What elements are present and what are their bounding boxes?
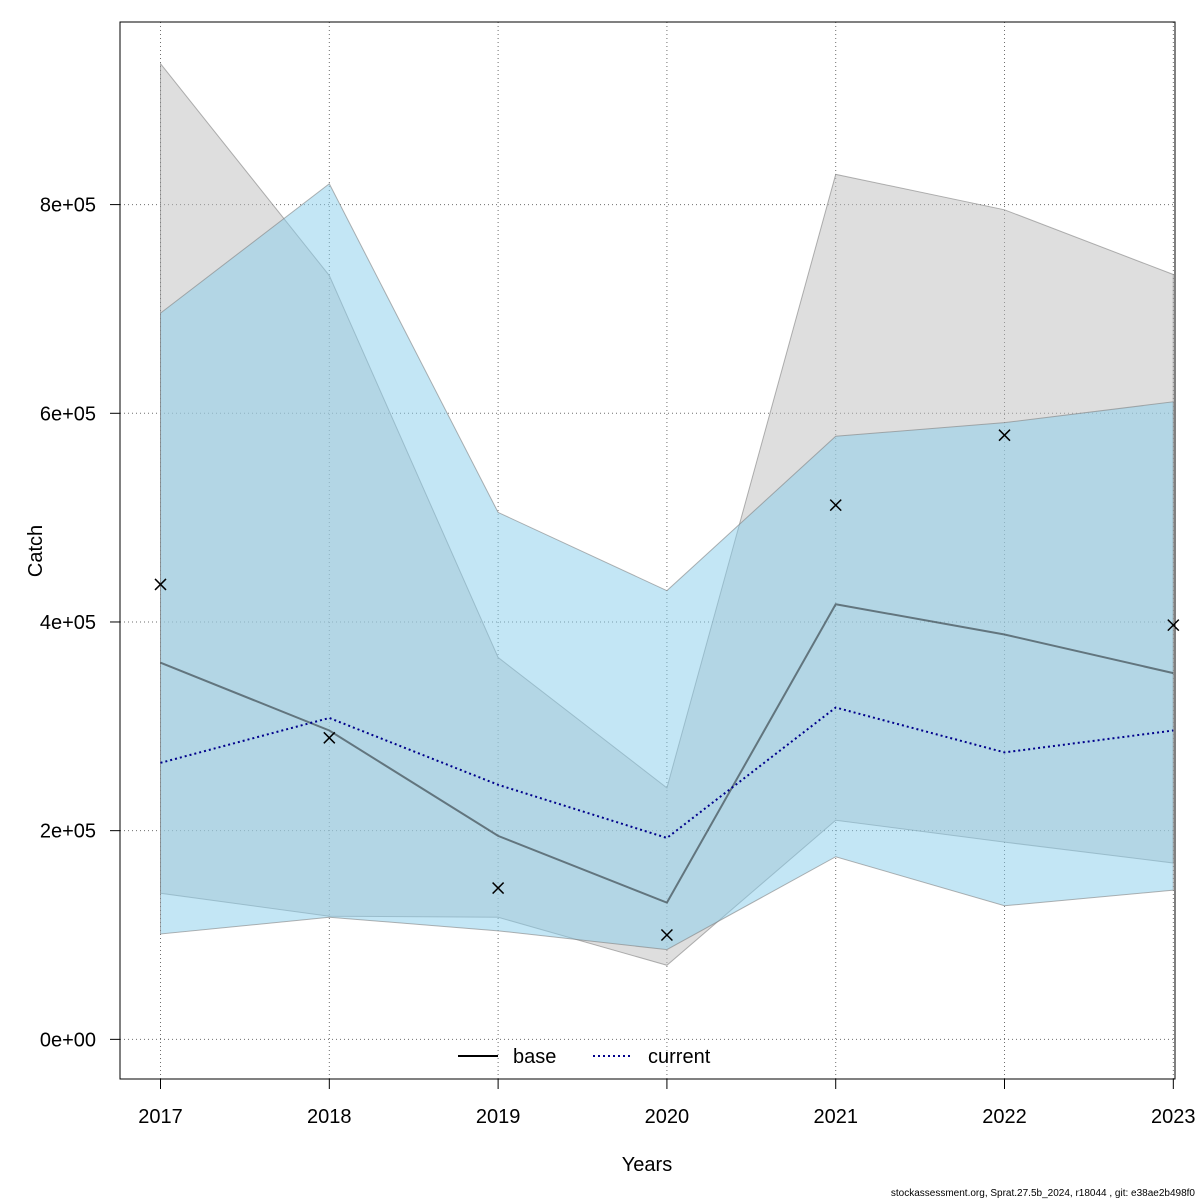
observation-marker-stroke xyxy=(998,429,1011,442)
ci-band-current xyxy=(160,182,1174,951)
legend: base current xyxy=(458,1046,711,1068)
observation-marker xyxy=(660,928,673,942)
observation-markers xyxy=(154,429,1180,942)
observation-marker-stroke xyxy=(1167,619,1180,632)
y-axis-title: Catch xyxy=(25,525,47,577)
series-lines xyxy=(160,603,1174,904)
series-line-current xyxy=(160,706,1174,840)
x-tick-label: 2019 xyxy=(476,1106,521,1128)
x-axis: 2017 2018 2019 2020 2021 2022 2023 xyxy=(138,1079,1196,1128)
x-tick-label: 2023 xyxy=(1151,1106,1196,1128)
x-tick-label: 2017 xyxy=(138,1106,183,1128)
legend-label-current: current xyxy=(648,1046,711,1068)
observation-marker xyxy=(829,499,842,512)
x-tick-label: 2018 xyxy=(307,1106,352,1128)
x-tick-label: 2020 xyxy=(645,1106,690,1128)
y-tick-label: 4e+05 xyxy=(40,612,96,634)
observation-marker xyxy=(323,731,336,744)
observation-marker-stroke xyxy=(660,928,673,942)
observation-marker-stroke xyxy=(154,578,167,591)
observation-marker-stroke xyxy=(323,731,336,744)
y-axis: 0e+00 2e+05 4e+05 6e+05 8e+05 xyxy=(40,195,120,1051)
y-tick-label: 2e+05 xyxy=(40,821,96,843)
observation-marker-stroke xyxy=(829,499,842,512)
observation-marker xyxy=(154,578,167,591)
series-line-base xyxy=(160,603,1174,904)
footer-text: stockassessment.org, Sprat.27.5b_2024, r… xyxy=(891,1188,1196,1199)
x-axis-title: Years xyxy=(622,1154,672,1176)
legend-label-base: base xyxy=(513,1046,556,1068)
observation-marker xyxy=(492,882,505,895)
observation-marker xyxy=(1167,619,1180,632)
y-tick-label: 6e+05 xyxy=(40,403,96,425)
plot-frame xyxy=(119,21,1176,1080)
confidence-bands xyxy=(160,62,1174,966)
x-tick-label: 2021 xyxy=(813,1106,858,1128)
observation-marker xyxy=(998,429,1011,442)
x-tick-label: 2022 xyxy=(982,1106,1027,1128)
y-tick-label: 0e+00 xyxy=(40,1029,96,1051)
y-tick-label: 8e+05 xyxy=(40,195,96,217)
observation-marker-stroke xyxy=(492,882,505,895)
